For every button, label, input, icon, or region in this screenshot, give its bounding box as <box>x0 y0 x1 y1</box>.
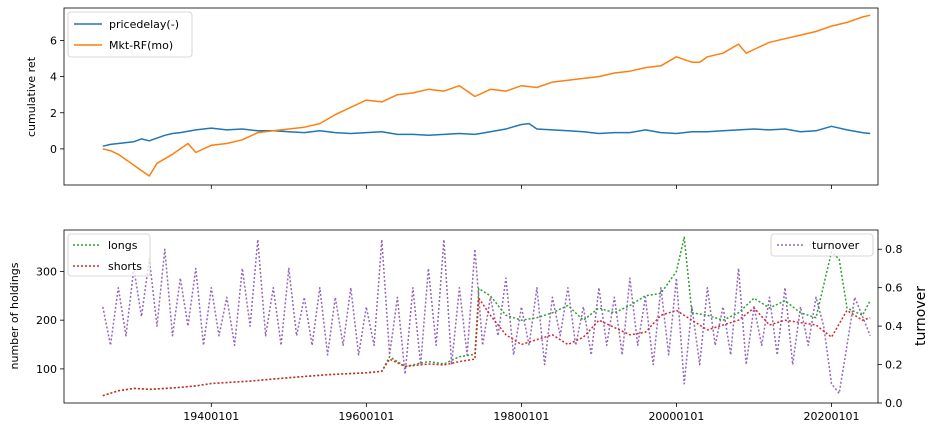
series-line-shorts <box>102 297 871 397</box>
bottom-y-axis-right: 0.0 0.2 0.4 0.6 0.8 <box>878 243 903 410</box>
legend-label-turnover: turnover <box>812 239 860 252</box>
series-line-mkt-rf-mo <box>102 14 871 177</box>
bottom-ytick-label: 200 <box>36 314 57 327</box>
legend-label-shorts: shorts <box>108 260 142 273</box>
series-line-longs <box>102 236 871 397</box>
top-y-axis-label: cumulative ret <box>25 56 38 137</box>
top-y-axis: 0 2 4 6 <box>50 35 64 156</box>
top-panel: 0 2 4 6 cumulative ret pricedelay(-) Mkt-RF… <box>25 7 879 189</box>
bottom-xtick-label: 20000101 <box>648 410 704 423</box>
bottom-xtick-label: 20200101 <box>803 410 859 423</box>
legend-label-pricedelay: pricedelay(-) <box>109 18 179 31</box>
bottom-y2tick-label: 0.0 <box>885 397 903 410</box>
bottom-y2tick-label: 0.2 <box>885 359 903 372</box>
bottom-right-legend-box <box>770 233 874 257</box>
top-x-axis <box>210 185 832 189</box>
bottom-left-legend-box <box>67 233 151 277</box>
bottom-plot-area <box>63 229 879 404</box>
bottom-right-legend: turnover <box>770 233 874 257</box>
bottom-y2tick-label: 0.8 <box>885 243 903 256</box>
top-ytick-label: 2 <box>50 107 57 120</box>
legend-label-mkt-rf: Mkt-RF(mo) <box>109 39 173 52</box>
top-legend: pricedelay(-) Mkt-RF(mo) <box>67 11 193 58</box>
bottom-y-axis-left: 100 200 300 <box>36 265 64 376</box>
bottom-y-axis-label: number of holdings <box>8 262 21 369</box>
bottom-series <box>102 236 871 397</box>
bottom-ytick-label: 100 <box>36 363 57 376</box>
series-line-turnover <box>102 238 871 395</box>
series-line-pricedelay <box>102 122 871 147</box>
top-ytick-label: 4 <box>50 71 57 84</box>
bottom-left-legend: longs shorts <box>67 233 151 277</box>
bottom-panel: 100 200 300 0.0 0.2 0.4 0.6 0.8 19400101 196001… <box>8 229 929 423</box>
top-series <box>102 14 871 177</box>
top-plot-area <box>63 7 879 186</box>
bottom-x-axis: 19400101 19600101 19800101 20000101 20200101 <box>183 403 859 423</box>
top-ytick-label: 0 <box>50 143 57 156</box>
bottom-y2tick-label: 0.4 <box>885 320 903 333</box>
legend-label-longs: longs <box>108 239 138 252</box>
bottom-xtick-label: 19400101 <box>183 410 239 423</box>
bottom-xtick-label: 19800101 <box>493 410 549 423</box>
bottom-ytick-label: 300 <box>36 265 57 278</box>
bottom-y2tick-label: 0.6 <box>885 282 903 295</box>
bottom-y2-axis-label: turnover <box>913 286 929 346</box>
top-ytick-label: 6 <box>50 35 57 48</box>
bottom-xtick-label: 19600101 <box>338 410 394 423</box>
